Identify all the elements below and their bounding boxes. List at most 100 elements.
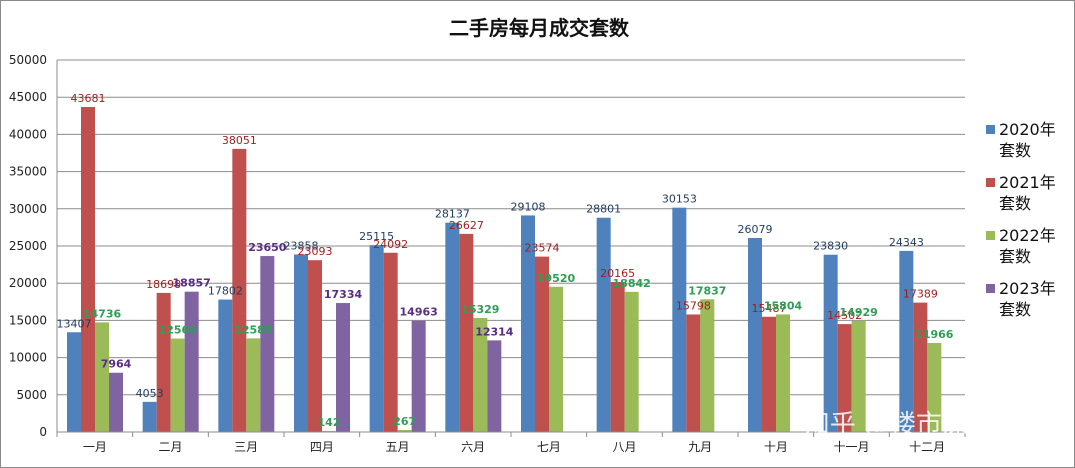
x-tick-label: 十一月 [833, 440, 869, 454]
bar [837, 324, 852, 432]
bar [142, 401, 157, 432]
data-label: 15804 [764, 299, 803, 312]
data-label: 28137 [435, 208, 470, 221]
legend-label: 2023年套数 [999, 279, 1056, 319]
data-label: 17334 [324, 288, 363, 301]
axes: 0 5000 10000 15000 20000 25000 30000 35000 40000… [9, 53, 966, 454]
data-label: 15798 [676, 299, 711, 312]
data-label: 19520 [537, 272, 576, 285]
data-label: 26079 [738, 223, 773, 236]
watermark: 知乎 @楼市深度分析 [804, 410, 1046, 440]
data-label: 23093 [298, 245, 333, 258]
bar [445, 222, 460, 432]
data-label: 142 [318, 416, 341, 429]
bar [170, 338, 185, 432]
bar [927, 342, 942, 432]
data-label: 7964 [101, 358, 132, 371]
data-label: 24092 [373, 238, 408, 251]
y-tick-label: 15000 [9, 313, 47, 327]
y-tick-label: 45000 [9, 90, 47, 104]
bar [369, 245, 384, 432]
y-tick-label: 30000 [9, 202, 47, 216]
data-label: 15329 [461, 303, 499, 316]
bar [246, 338, 261, 432]
data-label: 11966 [915, 328, 954, 341]
data-label: 28801 [586, 203, 621, 216]
bar [748, 237, 762, 432]
bar [672, 207, 687, 432]
data-label: 43681 [71, 92, 106, 105]
data-label: 17389 [903, 288, 938, 301]
data-label: 29108 [511, 200, 546, 213]
data-label: 14502 [827, 309, 862, 322]
data-label: 267 [393, 415, 416, 428]
bar [549, 286, 563, 432]
bar [322, 430, 336, 432]
data-label: 17802 [208, 285, 243, 298]
y-tick-label: 25000 [9, 239, 47, 253]
data-label: 4053 [136, 387, 164, 400]
bar [81, 107, 95, 432]
bar [913, 302, 928, 432]
bar [459, 233, 474, 432]
bar [67, 332, 81, 432]
data-label: 13407 [57, 317, 92, 330]
bar [95, 322, 109, 432]
data-labels: 1340743681147367964405318698125601885717… [57, 92, 954, 429]
y-tick-label: 35000 [9, 165, 47, 179]
bar [535, 256, 549, 432]
bar [776, 314, 790, 432]
bar [624, 291, 639, 432]
legend-label: 2021年套数 [999, 173, 1056, 213]
y-tick-label: 0 [39, 425, 47, 439]
legend-swatch [986, 231, 995, 240]
legend-swatch [986, 284, 995, 293]
data-label: 30153 [662, 193, 697, 206]
data-label: 23830 [813, 240, 848, 253]
bar [260, 256, 275, 432]
x-tick-label: 六月 [461, 440, 485, 454]
bar [521, 215, 535, 432]
data-label: 12585 [234, 323, 272, 336]
data-label: 14929 [840, 306, 878, 319]
chart-title: 二手房每月成交套数 [449, 16, 630, 40]
data-label: 24343 [889, 236, 924, 249]
data-label: 12560 [159, 324, 198, 337]
bar [109, 372, 123, 432]
bar [232, 148, 247, 432]
bar [596, 217, 611, 432]
bar [383, 252, 398, 432]
legend: 2020年套数 2021年套数 2022年套数 2023年套数 [986, 120, 1056, 319]
data-label: 20165 [600, 267, 635, 280]
legend-swatch [986, 178, 995, 187]
bars [67, 107, 942, 432]
x-tick-label: 七月 [537, 440, 561, 454]
bar [411, 320, 426, 432]
x-tick-label: 四月 [310, 440, 334, 454]
y-tick-label: 10000 [9, 351, 47, 365]
data-label: 23858 [284, 239, 319, 252]
data-label: 18842 [613, 277, 651, 290]
data-label: 26627 [449, 219, 484, 232]
y-tick-label: 5000 [16, 388, 47, 402]
x-tick-label: 八月 [612, 440, 636, 454]
bar [184, 291, 199, 432]
legend-swatch [986, 125, 995, 134]
y-tick-label: 50000 [9, 53, 47, 67]
x-tick-label: 二月 [158, 440, 182, 454]
bar [473, 317, 488, 432]
x-tick-label: 三月 [234, 440, 258, 454]
data-label: 25115 [359, 230, 394, 243]
bar [397, 430, 412, 432]
bar [610, 281, 625, 432]
data-label: 23650 [248, 241, 287, 254]
x-tick-label: 十二月 [909, 440, 945, 454]
bar [218, 299, 233, 432]
bar [700, 299, 715, 432]
y-tick-label: 20000 [9, 276, 47, 290]
bar [294, 254, 308, 432]
data-label: 18857 [173, 277, 211, 290]
x-tick-label: 十月 [764, 440, 788, 454]
bar [762, 316, 776, 432]
